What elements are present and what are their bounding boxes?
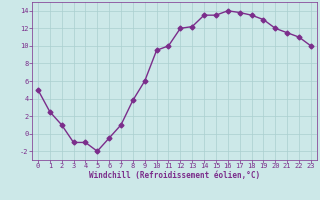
X-axis label: Windchill (Refroidissement éolien,°C): Windchill (Refroidissement éolien,°C) (89, 171, 260, 180)
